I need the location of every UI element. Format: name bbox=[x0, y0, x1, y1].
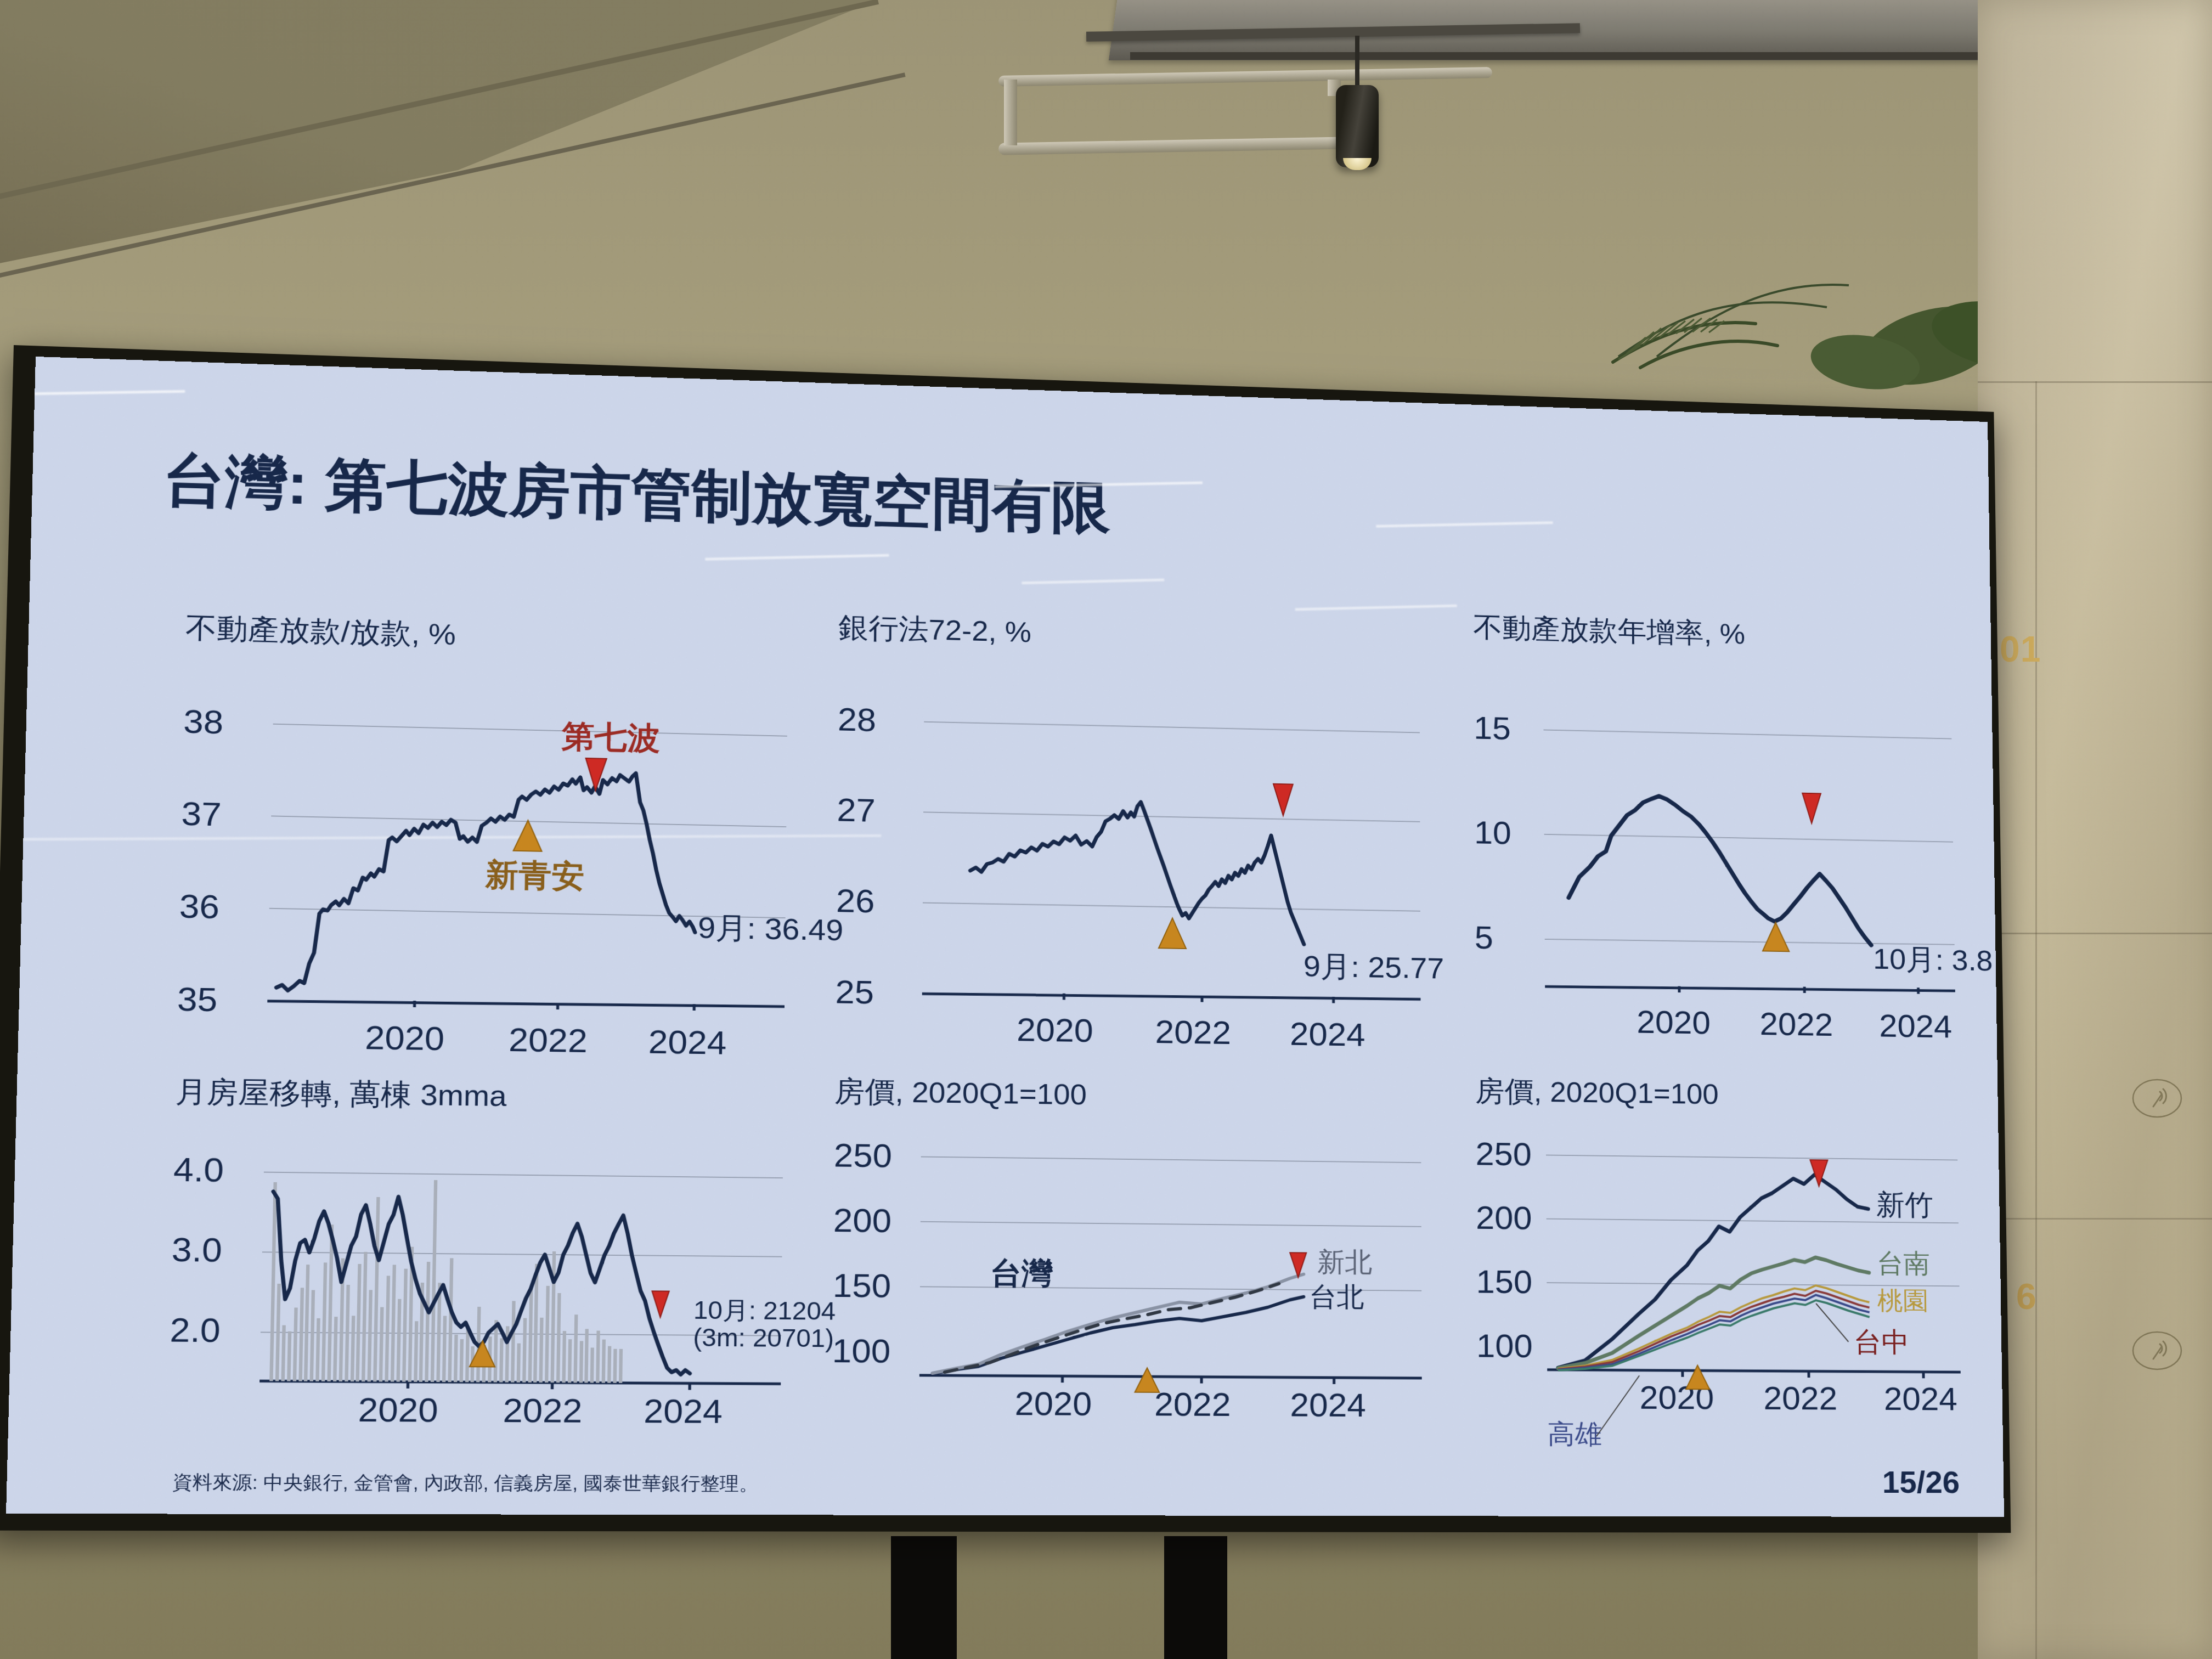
svg-text:2024: 2024 bbox=[1290, 1386, 1365, 1423]
svg-text:2020: 2020 bbox=[1014, 1385, 1092, 1423]
svg-text:26: 26 bbox=[836, 882, 875, 919]
svg-text:150: 150 bbox=[1476, 1263, 1532, 1300]
svg-text:2024: 2024 bbox=[1290, 1015, 1365, 1053]
svg-text:2020: 2020 bbox=[358, 1390, 438, 1429]
svg-text:9月: 36.49: 9月: 36.49 bbox=[698, 911, 844, 947]
svg-text:2024: 2024 bbox=[1883, 1380, 1957, 1417]
svg-text:100: 100 bbox=[832, 1331, 890, 1369]
svg-text:新竹: 新竹 bbox=[1876, 1188, 1933, 1221]
svg-text:新北: 新北 bbox=[1317, 1247, 1372, 1278]
svg-text:台中: 台中 bbox=[1854, 1327, 1910, 1358]
svg-text:2020: 2020 bbox=[1017, 1011, 1093, 1048]
svg-text:台南: 台南 bbox=[1877, 1248, 1930, 1278]
svg-text:3.0: 3.0 bbox=[171, 1230, 222, 1268]
svg-text:27: 27 bbox=[837, 791, 876, 829]
svg-text:150: 150 bbox=[832, 1266, 891, 1304]
svg-text:第七波: 第七波 bbox=[561, 719, 660, 755]
svg-text:2022: 2022 bbox=[1763, 1379, 1837, 1417]
svg-text:台北: 台北 bbox=[1309, 1282, 1364, 1312]
svg-text:100: 100 bbox=[1476, 1327, 1533, 1364]
svg-text:2020: 2020 bbox=[1637, 1003, 1711, 1041]
svg-text:2020: 2020 bbox=[365, 1018, 445, 1057]
svg-text:(3m: 20701): (3m: 20701) bbox=[693, 1323, 834, 1352]
svg-text:高雄: 高雄 bbox=[1548, 1419, 1602, 1449]
svg-text:2022: 2022 bbox=[1154, 1385, 1231, 1423]
svg-text:桃園: 桃園 bbox=[1877, 1286, 1929, 1315]
svg-text:2024: 2024 bbox=[644, 1392, 723, 1430]
svg-text:4.0: 4.0 bbox=[173, 1150, 224, 1188]
svg-text:10: 10 bbox=[1474, 814, 1511, 851]
svg-text:2024: 2024 bbox=[1879, 1007, 1953, 1045]
svg-text:25: 25 bbox=[835, 973, 874, 1011]
svg-text:2024: 2024 bbox=[648, 1023, 726, 1061]
svg-text:28: 28 bbox=[838, 701, 877, 738]
svg-text:200: 200 bbox=[1476, 1199, 1532, 1236]
svg-text:10月: 21204: 10月: 21204 bbox=[693, 1296, 836, 1325]
svg-text:10月: 3.8: 10月: 3.8 bbox=[1873, 943, 1993, 977]
svg-text:38: 38 bbox=[183, 702, 224, 741]
svg-text:2022: 2022 bbox=[1759, 1005, 1833, 1042]
svg-text:37: 37 bbox=[181, 794, 222, 833]
svg-text:5: 5 bbox=[1475, 919, 1493, 956]
svg-text:250: 250 bbox=[1475, 1135, 1532, 1172]
svg-text:2.0: 2.0 bbox=[170, 1311, 221, 1349]
svg-text:2022: 2022 bbox=[509, 1020, 588, 1059]
svg-text:200: 200 bbox=[833, 1201, 892, 1239]
svg-text:新青安: 新青安 bbox=[484, 857, 585, 894]
svg-text:2022: 2022 bbox=[503, 1391, 583, 1430]
svg-text:台灣: 台灣 bbox=[990, 1256, 1054, 1290]
svg-text:2022: 2022 bbox=[1155, 1013, 1231, 1051]
svg-text:250: 250 bbox=[834, 1136, 893, 1174]
svg-text:36: 36 bbox=[179, 887, 220, 926]
svg-text:9月: 25.77: 9月: 25.77 bbox=[1304, 950, 1444, 985]
svg-text:15: 15 bbox=[1474, 709, 1511, 746]
svg-text:35: 35 bbox=[177, 980, 218, 1018]
